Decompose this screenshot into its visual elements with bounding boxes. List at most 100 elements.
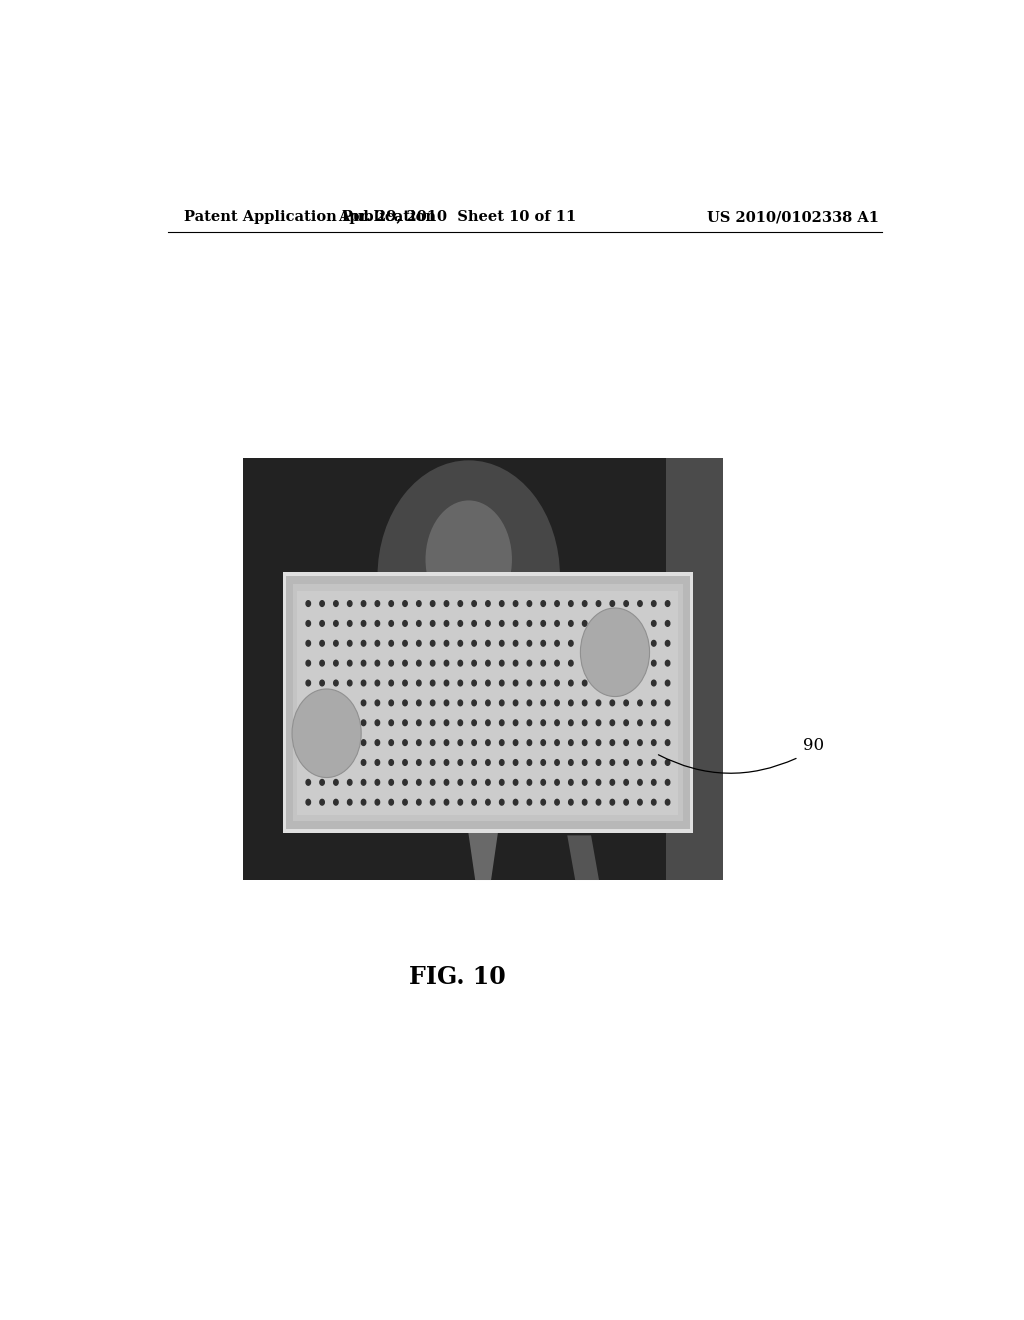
- Circle shape: [527, 640, 531, 645]
- Circle shape: [402, 780, 408, 785]
- Circle shape: [500, 640, 504, 645]
- Circle shape: [666, 719, 670, 726]
- Circle shape: [596, 759, 601, 766]
- Circle shape: [651, 640, 656, 645]
- Circle shape: [375, 620, 380, 626]
- Circle shape: [513, 719, 518, 726]
- Circle shape: [375, 680, 380, 686]
- Circle shape: [430, 780, 435, 785]
- Text: US 2010/0102338 A1: US 2010/0102338 A1: [708, 210, 880, 224]
- Circle shape: [513, 660, 518, 667]
- Circle shape: [472, 640, 476, 645]
- Circle shape: [485, 719, 490, 726]
- Circle shape: [485, 739, 490, 746]
- Circle shape: [417, 601, 421, 606]
- Circle shape: [651, 700, 656, 706]
- Circle shape: [402, 739, 408, 746]
- Circle shape: [389, 660, 393, 667]
- Circle shape: [402, 601, 408, 606]
- Circle shape: [596, 780, 601, 785]
- Circle shape: [361, 800, 366, 805]
- Circle shape: [624, 700, 629, 706]
- Circle shape: [527, 800, 531, 805]
- Circle shape: [568, 700, 573, 706]
- Circle shape: [541, 780, 546, 785]
- Circle shape: [651, 601, 656, 606]
- Circle shape: [306, 640, 310, 645]
- Circle shape: [583, 759, 587, 766]
- Circle shape: [472, 700, 476, 706]
- Circle shape: [666, 601, 670, 606]
- Circle shape: [334, 640, 338, 645]
- Circle shape: [513, 759, 518, 766]
- Circle shape: [500, 660, 504, 667]
- Circle shape: [555, 739, 559, 746]
- Circle shape: [527, 680, 531, 686]
- Circle shape: [472, 759, 476, 766]
- Circle shape: [444, 780, 449, 785]
- Circle shape: [638, 780, 642, 785]
- Circle shape: [458, 620, 463, 626]
- Circle shape: [472, 601, 476, 606]
- Circle shape: [651, 719, 656, 726]
- Circle shape: [638, 719, 642, 726]
- Circle shape: [402, 640, 408, 645]
- Circle shape: [666, 640, 670, 645]
- Circle shape: [347, 601, 352, 606]
- Circle shape: [458, 640, 463, 645]
- Circle shape: [458, 700, 463, 706]
- Circle shape: [651, 620, 656, 626]
- Circle shape: [444, 620, 449, 626]
- Circle shape: [596, 700, 601, 706]
- Circle shape: [402, 759, 408, 766]
- Circle shape: [306, 660, 310, 667]
- Circle shape: [513, 739, 518, 746]
- Bar: [297, 590, 679, 816]
- Circle shape: [555, 719, 559, 726]
- Circle shape: [389, 680, 393, 686]
- Circle shape: [389, 719, 393, 726]
- Circle shape: [361, 719, 366, 726]
- Circle shape: [375, 719, 380, 726]
- Circle shape: [458, 739, 463, 746]
- Circle shape: [624, 601, 629, 606]
- Circle shape: [444, 800, 449, 805]
- Circle shape: [583, 780, 587, 785]
- Circle shape: [458, 780, 463, 785]
- Circle shape: [402, 660, 408, 667]
- Circle shape: [596, 739, 601, 746]
- Circle shape: [389, 640, 393, 645]
- Circle shape: [500, 759, 504, 766]
- Circle shape: [651, 800, 656, 805]
- Circle shape: [624, 800, 629, 805]
- Circle shape: [472, 780, 476, 785]
- Circle shape: [375, 739, 380, 746]
- Circle shape: [472, 739, 476, 746]
- Circle shape: [417, 640, 421, 645]
- Circle shape: [485, 800, 490, 805]
- Circle shape: [610, 759, 614, 766]
- Circle shape: [334, 780, 338, 785]
- Circle shape: [555, 601, 559, 606]
- Circle shape: [402, 620, 408, 626]
- Circle shape: [638, 759, 642, 766]
- Circle shape: [666, 680, 670, 686]
- Circle shape: [417, 800, 421, 805]
- Circle shape: [334, 620, 338, 626]
- Circle shape: [361, 759, 366, 766]
- Text: Patent Application Publication: Patent Application Publication: [183, 210, 435, 224]
- Circle shape: [624, 719, 629, 726]
- Circle shape: [513, 780, 518, 785]
- Circle shape: [361, 660, 366, 667]
- Circle shape: [347, 620, 352, 626]
- Circle shape: [500, 719, 504, 726]
- Circle shape: [555, 640, 559, 645]
- Circle shape: [402, 680, 408, 686]
- Circle shape: [513, 601, 518, 606]
- Circle shape: [555, 759, 559, 766]
- Circle shape: [485, 601, 490, 606]
- Circle shape: [651, 660, 656, 667]
- Text: Apr. 29, 2010  Sheet 10 of 11: Apr. 29, 2010 Sheet 10 of 11: [338, 210, 577, 224]
- Circle shape: [361, 739, 366, 746]
- Bar: [287, 577, 689, 829]
